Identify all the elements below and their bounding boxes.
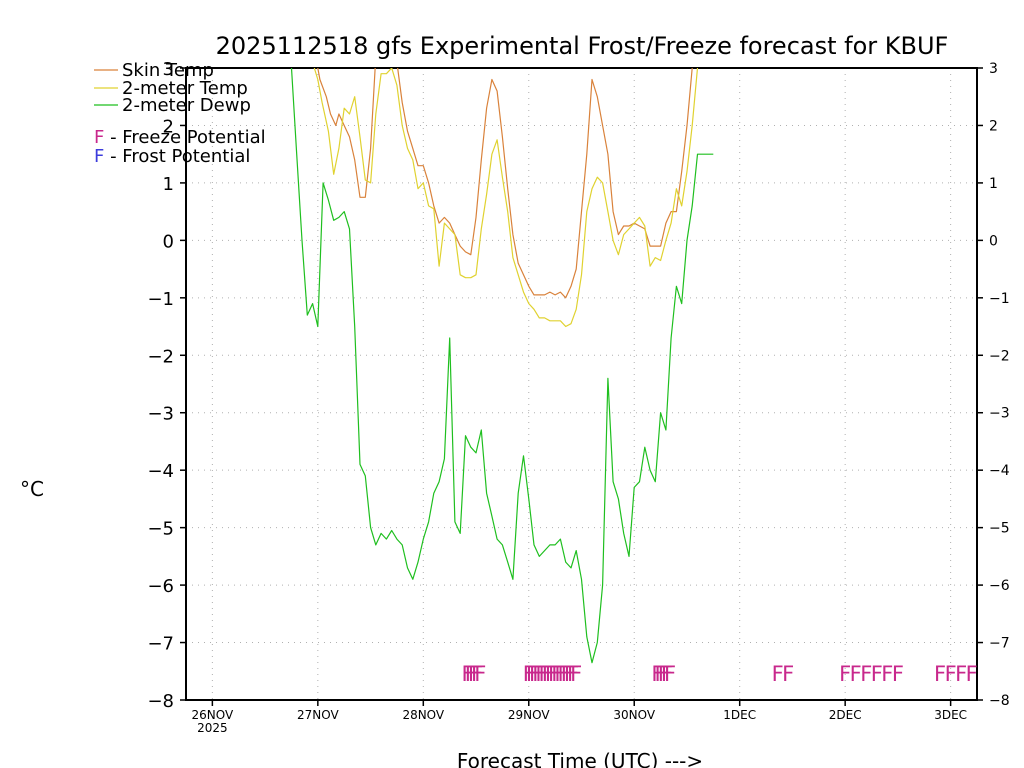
plot-frame bbox=[185, 67, 978, 701]
freeze-potential-mark: F bbox=[661, 662, 673, 686]
y-axis-right: −8 −7 −6 −5 −4 −3 −2 −1 0 1 2 3 bbox=[977, 61, 1010, 709]
freeze-potential-mark: F bbox=[860, 662, 872, 686]
x-tick-label: 27NOV bbox=[297, 708, 339, 722]
series-line-2-meter-temp bbox=[313, 68, 699, 328]
freeze-potential-mark: F bbox=[567, 662, 579, 686]
x-tick-label: 3DEC bbox=[934, 708, 967, 722]
freeze-potential-mark: F bbox=[839, 662, 851, 686]
y-tick-label-right: 2 bbox=[989, 118, 998, 134]
x-tick-label: 26NOV bbox=[192, 708, 234, 722]
freeze-potential-mark: F bbox=[474, 662, 486, 686]
legend-label-skin-temp: Skin Temp bbox=[122, 60, 214, 81]
y-tick-label-left: −4 bbox=[147, 461, 174, 482]
y-tick-label-right: 3 bbox=[989, 61, 998, 77]
freeze-potential-mark: F bbox=[955, 662, 967, 686]
legend-frost-text: - Frost Potential bbox=[104, 146, 250, 167]
y-tick-label-right: −7 bbox=[989, 636, 1010, 652]
y-tick-label-left: 2 bbox=[163, 116, 174, 137]
series-line-2-meter-dewp bbox=[290, 68, 714, 664]
y-tick-label-left: 3 bbox=[163, 59, 174, 80]
y-tick-label-right: −1 bbox=[989, 291, 1010, 307]
y-axis-label: °C bbox=[20, 477, 44, 501]
freeze-potential-mark: F bbox=[966, 662, 978, 686]
series-lines bbox=[290, 68, 714, 664]
x-tick-label: 30NOV bbox=[613, 708, 655, 722]
freeze-potential-mark: F bbox=[523, 662, 535, 686]
legend: Skin Temp 2-meter Temp 2-meter Dewp F - … bbox=[94, 60, 266, 167]
y-tick-label-right: 1 bbox=[989, 176, 998, 192]
freeze-potential-mark: F bbox=[881, 662, 893, 686]
y-tick-label-left: −1 bbox=[147, 289, 174, 310]
freeze-potential-mark: F bbox=[570, 662, 582, 686]
freeze-potential-mark: F bbox=[772, 662, 784, 686]
freeze-potential-mark: F bbox=[545, 662, 557, 686]
y-tick-label-left: 1 bbox=[163, 174, 174, 195]
freeze-potential-mark: F bbox=[558, 662, 570, 686]
legend-freeze-potential: F - Freeze Potential bbox=[94, 127, 266, 148]
freeze-potential-mark: F bbox=[782, 662, 794, 686]
freeze-potential-mark: F bbox=[892, 662, 904, 686]
freeze-potential-mark: F bbox=[564, 662, 576, 686]
freeze-potential-mark: F bbox=[554, 662, 566, 686]
x-tick-label: 29NOV bbox=[508, 708, 550, 722]
freeze-potential-mark: F bbox=[526, 662, 538, 686]
y-tick-label-right: −8 bbox=[989, 693, 1010, 709]
y-tick-label-right: −2 bbox=[989, 348, 1010, 364]
freeze-potential-mark: F bbox=[658, 662, 670, 686]
x-tick-label: 2DEC bbox=[829, 708, 862, 722]
freeze-potential-mark: F bbox=[664, 662, 676, 686]
freeze-potential-mark: F bbox=[462, 662, 474, 686]
y-tick-label-left: −8 bbox=[147, 691, 174, 712]
freeze-potential-mark: F bbox=[551, 662, 563, 686]
freeze-potential-mark: F bbox=[542, 662, 554, 686]
freeze-potential-mark: F bbox=[548, 662, 560, 686]
legend-freeze-glyph: F bbox=[94, 127, 104, 148]
legend-label-2m-dewp: 2-meter Dewp bbox=[122, 95, 251, 116]
freeze-potential-mark: F bbox=[535, 662, 547, 686]
y-tick-label-left: −7 bbox=[147, 634, 174, 655]
freeze-potential-mark: F bbox=[871, 662, 883, 686]
freeze-potential-mark: F bbox=[561, 662, 573, 686]
freeze-potential-mark: F bbox=[934, 662, 946, 686]
legend-label-2m-temp: 2-meter Temp bbox=[122, 78, 248, 99]
x-tick-sublabel: 2025 bbox=[197, 721, 228, 735]
legend-frost-glyph: F bbox=[94, 146, 104, 167]
y-tick-label-right: −4 bbox=[989, 463, 1010, 479]
x-tick-label: 1DEC bbox=[723, 708, 756, 722]
y-tick-label-right: −5 bbox=[989, 521, 1010, 537]
freeze-potential-mark: F bbox=[850, 662, 862, 686]
x-tick-label: 28NOV bbox=[402, 708, 444, 722]
y-tick-label-left: −2 bbox=[147, 346, 174, 367]
gridlines bbox=[186, 68, 977, 700]
y-axis-left: −8 −7 −6 −5 −4 −3 −2 −1 0 1 2 3 bbox=[147, 59, 186, 712]
freeze-potential-mark: F bbox=[468, 662, 480, 686]
legend-frost-potential: F - Frost Potential bbox=[94, 146, 250, 167]
freeze-potential-mark: F bbox=[471, 662, 483, 686]
y-tick-label-right: 0 bbox=[989, 233, 998, 249]
y-tick-label-left: −5 bbox=[147, 519, 174, 540]
y-tick-label-left: 0 bbox=[163, 231, 174, 252]
y-tick-label-left: −3 bbox=[147, 404, 174, 425]
y-tick-label-left: −6 bbox=[147, 576, 174, 597]
freeze-potential-mark: F bbox=[655, 662, 667, 686]
x-axis-label: Forecast Time (UTC) ---> bbox=[457, 749, 703, 768]
freeze-potential-mark: F bbox=[532, 662, 544, 686]
freeze-potential-mark: F bbox=[529, 662, 541, 686]
y-tick-label-right: −6 bbox=[989, 578, 1010, 594]
chart-title: 2025112518 gfs Experimental Frost/Freeze… bbox=[216, 32, 949, 60]
legend-freeze-text: - Freeze Potential bbox=[104, 127, 265, 148]
freeze-potential-mark: F bbox=[651, 662, 663, 686]
freeze-potential-mark: F bbox=[945, 662, 957, 686]
freeze-potential-mark: F bbox=[539, 662, 551, 686]
freeze-potential-mark: F bbox=[465, 662, 477, 686]
y-tick-label-right: −3 bbox=[989, 406, 1010, 422]
